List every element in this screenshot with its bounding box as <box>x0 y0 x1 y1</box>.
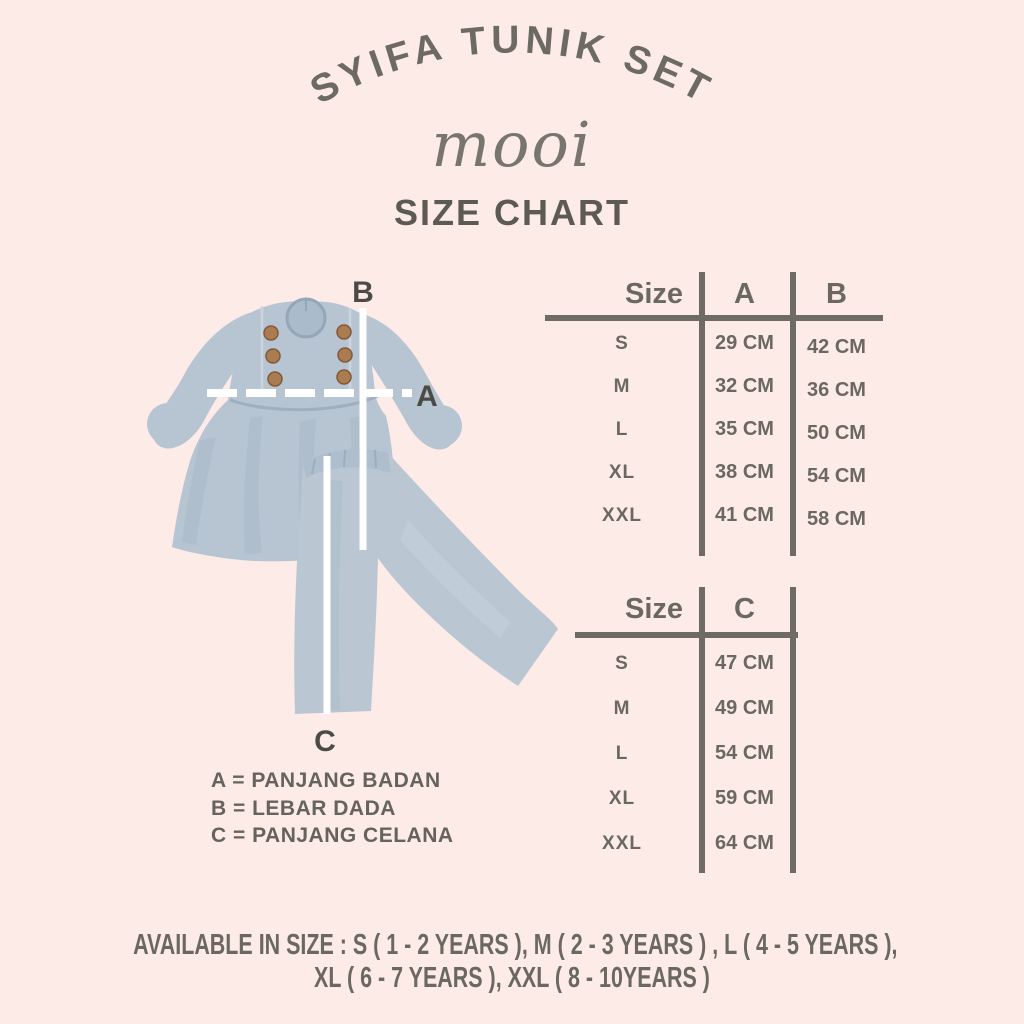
size-cell: M <box>613 697 631 719</box>
size-cell: XXL <box>602 832 642 854</box>
table-row: M 49 CM <box>545 686 883 731</box>
b-cell: 54 CM <box>807 465 866 487</box>
arc-title: SYIFA TUNIK SET <box>304 18 716 112</box>
header-size: Size <box>624 277 684 310</box>
table-row: XL 38 CM 54 CM <box>545 451 883 494</box>
size-cell: XL <box>608 787 636 809</box>
table-row: XXL 41 CM 58 CM <box>545 494 883 537</box>
b-cell: 50 CM <box>807 422 866 444</box>
c-cell: 64 CM <box>715 832 774 854</box>
measure-line-c <box>323 456 331 714</box>
size-cell: XL <box>608 461 636 483</box>
size-cell: S <box>615 652 629 674</box>
b-cell: 36 CM <box>807 379 866 401</box>
size-table-ab: Size A B S 29 CM 42 CM M 32 CM 36 CM L 3… <box>545 272 883 537</box>
c-cell: 59 CM <box>715 787 774 809</box>
size-cell: M <box>613 375 631 397</box>
header-c: C <box>734 592 755 625</box>
page-title: SIZE CHART <box>394 192 630 233</box>
size-cell: L <box>615 742 629 764</box>
table-ab-vline-2 <box>790 272 796 556</box>
measure-label-a: A <box>416 380 438 413</box>
table-row: XXL 64 CM <box>545 821 883 866</box>
table-ab-header: Size A B <box>545 272 883 316</box>
table-row: M 32 CM 36 CM <box>545 365 883 408</box>
b-cell: 42 CM <box>807 336 866 358</box>
b-cell: 58 CM <box>807 508 866 530</box>
a-cell: 35 CM <box>715 418 774 440</box>
legend-item-b: B = LEBAR DADA <box>211 796 396 820</box>
table-c-header-rule <box>575 632 798 638</box>
c-cell: 47 CM <box>715 652 774 674</box>
availability-line-1: AVAILABLE IN SIZE : S ( 1 - 2 YEARS ), M… <box>133 929 898 961</box>
measure-label-c: C <box>314 725 336 758</box>
pants <box>294 449 558 714</box>
size-table-c: Size C S 47 CM M 49 CM L 54 CM XL 59 CM … <box>545 587 883 866</box>
table-c-vline-1 <box>699 587 705 873</box>
legend-item-a: A = PANJANG BADAN <box>211 769 441 792</box>
a-cell: 38 CM <box>715 461 774 483</box>
availability-line-2: XL ( 6 - 7 YEARS ), XXL ( 8 - 10YEARS ) <box>314 962 710 994</box>
measure-label-b: B <box>352 276 374 309</box>
table-row: L 54 CM <box>545 731 883 776</box>
measurement-legend: A = PANJANG BADAN B = LEBAR DADA C = PAN… <box>211 767 454 850</box>
table-row: S 47 CM <box>545 641 883 686</box>
legend-item-c: C = PANJANG CELANA <box>211 824 454 847</box>
size-cell: S <box>615 332 629 354</box>
size-cell: XXL <box>602 504 642 526</box>
c-cell: 49 CM <box>715 697 774 719</box>
header-b: B <box>826 277 847 310</box>
a-cell: 32 CM <box>715 375 774 397</box>
neckline <box>285 297 327 339</box>
header-a: A <box>734 277 755 310</box>
table-row: L 35 CM 50 CM <box>545 408 883 451</box>
availability-note: AVAILABLE IN SIZE : S ( 1 - 2 YEARS ), M… <box>133 929 898 995</box>
brand-logo: mooi <box>431 108 593 181</box>
table-row: XL 59 CM <box>545 776 883 821</box>
size-cell: L <box>615 418 629 440</box>
table-c-vline-2 <box>790 587 796 873</box>
table-ab-header-rule <box>545 315 883 321</box>
header-size: Size <box>624 592 684 625</box>
a-cell: 29 CM <box>715 332 774 354</box>
measure-line-b <box>359 308 367 550</box>
c-cell: 54 CM <box>715 742 774 764</box>
a-cell: 41 CM <box>715 504 774 526</box>
buttons <box>263 324 353 387</box>
table-row: S 29 CM 42 CM <box>545 322 883 365</box>
table-ab-vline-1 <box>699 272 705 556</box>
table-c-header: Size C <box>545 587 883 631</box>
